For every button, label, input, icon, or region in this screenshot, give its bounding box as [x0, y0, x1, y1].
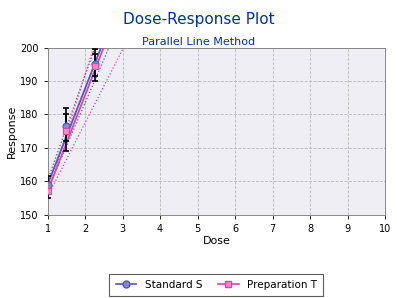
Text: Parallel Line Method: Parallel Line Method — [142, 37, 255, 47]
Y-axis label: Response: Response — [7, 104, 17, 158]
Text: Dose-Response Plot: Dose-Response Plot — [123, 12, 274, 27]
Legend: Standard S, Preparation T: Standard S, Preparation T — [110, 274, 323, 296]
X-axis label: Dose: Dose — [202, 236, 230, 246]
